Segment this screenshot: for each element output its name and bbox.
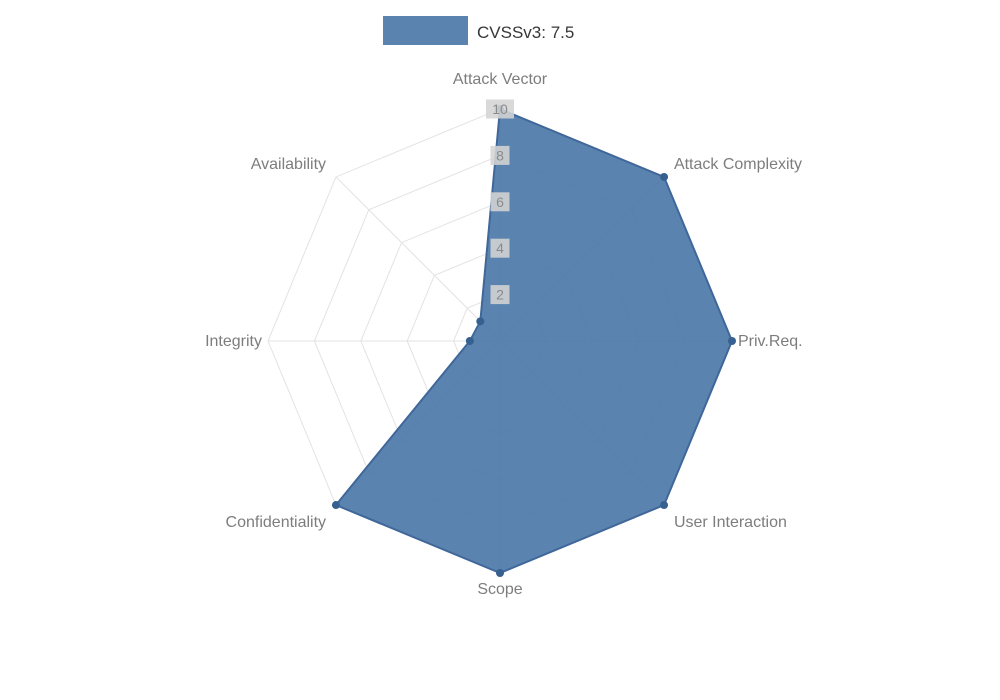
legend-label[interactable]: CVSSv3: 7.5	[477, 23, 574, 42]
axis-labels: Attack Vector Attack Complexity Priv.Req. U…	[205, 71, 803, 598]
axis-label-priv-req-: Priv.Req.	[738, 333, 803, 350]
legend-swatch[interactable]	[383, 16, 468, 45]
axis-label-integrity: Integrity	[205, 333, 262, 350]
tick-backdrop	[490, 192, 510, 212]
legend: CVSSv3: 7.5	[383, 16, 574, 45]
radar-spoke	[335, 176, 501, 342]
axis-label-confidentiality: Confidentiality	[226, 514, 327, 531]
axis-label-attack-vector: Attack Vector	[453, 71, 548, 88]
axis-label-user-interaction: User Interaction	[674, 514, 787, 531]
data-point	[728, 337, 736, 345]
data-point	[660, 501, 669, 510]
data-point	[476, 317, 485, 326]
tick-backdrop	[490, 285, 510, 305]
radial-tick-labels: 2 4 6 8 10	[486, 99, 514, 305]
axis-label-attack-complexity: Attack Complexity	[674, 156, 802, 173]
tick-label: 10	[492, 101, 508, 117]
data-point	[465, 337, 474, 345]
tick-backdrop	[486, 99, 514, 119]
tick-label: 4	[496, 240, 504, 256]
tick-backdrop	[490, 238, 510, 258]
tick-label: 6	[496, 194, 504, 210]
radar-series	[331, 105, 736, 577]
data-point	[496, 569, 504, 577]
axis-label-availability: Availability	[251, 156, 326, 173]
tick-label: 8	[496, 147, 504, 163]
data-point	[660, 172, 669, 181]
tick-backdrop	[490, 145, 510, 165]
axis-label-scope: Scope	[477, 581, 522, 598]
data-point	[331, 501, 340, 510]
tick-label: 2	[496, 287, 504, 303]
